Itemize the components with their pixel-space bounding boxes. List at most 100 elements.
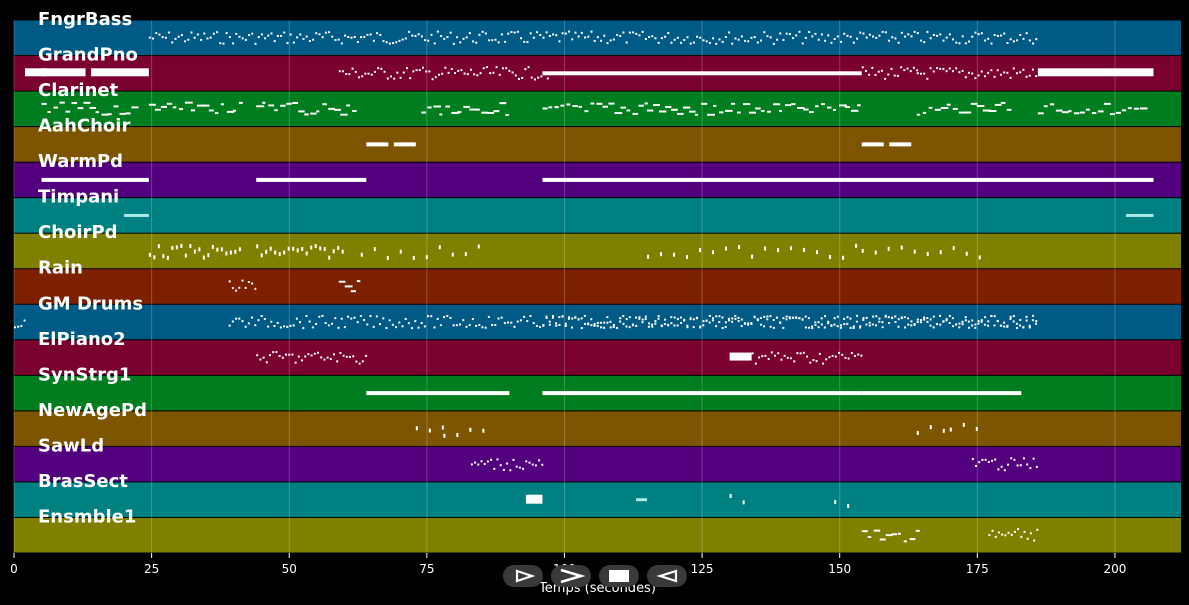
note-mark [1029, 532, 1032, 535]
note-mark [600, 39, 603, 42]
note-mark [407, 322, 410, 325]
note-mark [353, 316, 356, 319]
note-mark [603, 326, 606, 329]
note-mark [1028, 326, 1031, 329]
note-chord [525, 494, 543, 504]
note-mark [967, 71, 970, 74]
note-mark [974, 323, 977, 326]
note-mark [411, 34, 414, 37]
note-mark [254, 324, 257, 327]
note-mark [446, 36, 449, 39]
note-mark [667, 32, 670, 35]
note-mark [356, 321, 359, 324]
note-mark [189, 244, 192, 249]
note-mark [148, 252, 151, 257]
note-mark [200, 38, 203, 41]
note-mark [647, 109, 654, 112]
note-mark [785, 104, 792, 107]
forward-icon [560, 568, 586, 584]
note-mark [955, 41, 958, 44]
note-mark [494, 324, 497, 327]
note-mark [606, 42, 609, 45]
note-mark [827, 34, 830, 37]
note-mark [614, 112, 623, 115]
note-mark [430, 33, 433, 36]
note-mark [463, 72, 466, 75]
note-mark [923, 72, 926, 75]
note-mark [463, 105, 470, 108]
note-mark [815, 105, 819, 108]
note-mark [340, 317, 343, 320]
note-mark [897, 532, 901, 535]
note-mark [14, 326, 16, 329]
note-mark [207, 253, 210, 258]
note-mark [888, 39, 891, 42]
note-mark [1133, 107, 1139, 110]
note-mark [815, 360, 818, 363]
note-mark [839, 326, 842, 329]
note-mark [665, 106, 672, 109]
note-mark [817, 321, 820, 324]
stop-button[interactable] [599, 565, 639, 587]
forward-button[interactable] [551, 565, 591, 587]
x-tick-label: 50 [282, 562, 297, 576]
note-mark [932, 70, 935, 73]
note-mark [702, 39, 705, 42]
note-mark [1026, 537, 1029, 540]
note-mark [241, 320, 244, 323]
note-mark [385, 41, 388, 44]
note-mark [438, 245, 441, 250]
note-mark [518, 466, 521, 469]
note-mark [270, 320, 273, 323]
note-mark [759, 317, 762, 320]
note-mark [417, 326, 420, 329]
note-mark [929, 67, 932, 70]
note-mark [472, 40, 475, 43]
note-mark [993, 33, 996, 36]
note-mark [796, 352, 799, 355]
note-mark [344, 285, 353, 288]
note-mark [968, 326, 971, 329]
note-mark [809, 361, 812, 364]
note-mark [696, 35, 699, 38]
note-mark [232, 42, 235, 45]
note-mark [651, 35, 654, 38]
note-mark [812, 359, 815, 362]
note-mark [913, 323, 916, 326]
note-mark [994, 458, 997, 461]
note-mark [731, 317, 734, 320]
note-mark [820, 317, 823, 320]
note-mark [269, 246, 272, 251]
note-mark [868, 33, 871, 36]
note-mark [318, 33, 321, 36]
note-mark [313, 352, 316, 355]
note-mark [1028, 324, 1031, 327]
note-mark [737, 38, 740, 41]
note-mark [469, 108, 477, 111]
note-mark [628, 326, 631, 329]
note-mark [148, 36, 151, 39]
note-mark [788, 33, 791, 36]
play-button[interactable] [503, 565, 543, 587]
note-mark [53, 106, 58, 109]
note-mark [577, 35, 580, 38]
note-mark [929, 324, 932, 327]
note-mark [315, 32, 318, 35]
note-mark [443, 316, 446, 319]
note-mark [632, 323, 635, 326]
note-mark [606, 321, 609, 324]
note-mark [360, 36, 363, 39]
note-mark [711, 319, 714, 322]
note-mark [738, 245, 741, 250]
back-button[interactable] [647, 565, 687, 587]
note-mark [523, 40, 526, 43]
note-mark [993, 75, 996, 78]
note-mark [405, 67, 408, 70]
note-mark [619, 320, 622, 323]
track-band [14, 91, 1181, 127]
note-mark [323, 247, 326, 252]
note-bar [366, 391, 510, 396]
note-mark [856, 37, 859, 40]
note-mark [459, 323, 462, 326]
note-mark [524, 68, 527, 71]
